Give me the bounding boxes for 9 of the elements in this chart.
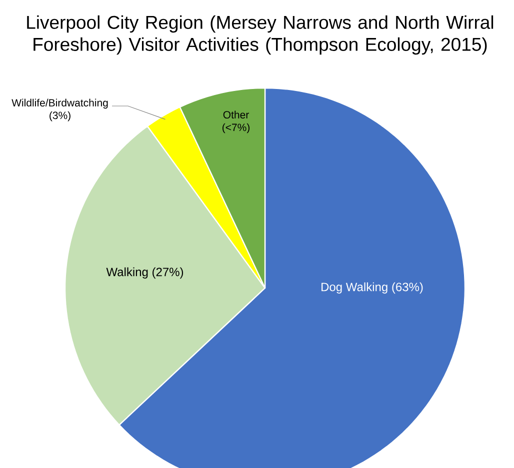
data-label: (<7%) — [222, 123, 250, 134]
slice-label: Other — [223, 110, 249, 119]
data-label: (27%) — [152, 267, 184, 279]
data-label: (63%) — [392, 282, 423, 294]
slice-label: Dog Walking — [322, 282, 388, 294]
slice-label: Walking — [106, 267, 148, 279]
slice-label: Wildlife/Birdwatching — [12, 98, 108, 109]
chart-title: Liverpool City Region (Mersey Narrows and North Wirral Foreshore) Visitor Activities (Thompson Ecology, 2015) — [27, 15, 494, 55]
data-label: (3%) — [50, 111, 70, 122]
